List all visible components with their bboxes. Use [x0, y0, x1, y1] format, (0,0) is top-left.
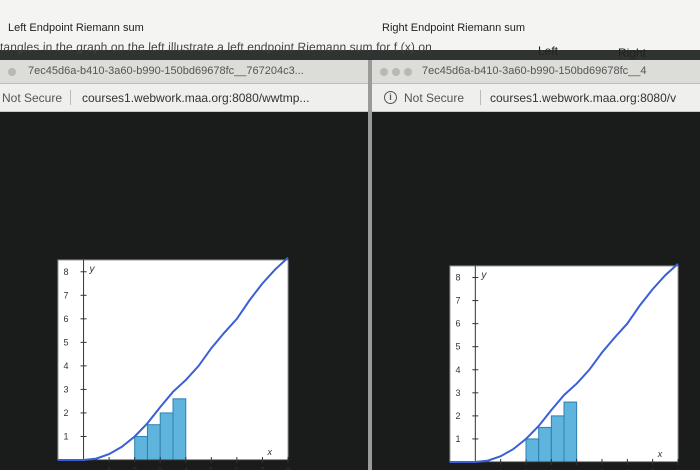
right-tab-title[interactable]: 7ec45d6a-b410-3a60-b990-150bd69678fc__4 — [422, 65, 647, 77]
riemann-rectangle — [159, 412, 174, 461]
riemann-rectangle — [538, 426, 552, 463]
y-tick-label: 2 — [455, 411, 460, 421]
x-tick-label: 7 — [650, 468, 655, 470]
right-sum-title: Right Endpoint Riemann sum — [382, 22, 526, 34]
x-tick-label: 8 — [285, 466, 290, 470]
y-tick-label: 5 — [455, 342, 460, 352]
y-axis-label: y — [89, 264, 96, 275]
address-divider — [480, 90, 481, 105]
right-url[interactable]: courses1.webwork.maa.org:8080/v — [490, 91, 677, 105]
x-axis-label: x — [657, 449, 663, 459]
x-tick-label: 8 — [675, 468, 680, 470]
not-secure-label[interactable]: Not Secure — [2, 91, 63, 105]
left-browser-window: 7ec45d6a-b410-3a60-b990-150bd69678fc__76… — [0, 60, 368, 470]
left-tab-title[interactable]: 7ec45d6a-b410-3a60-b990-150bd69678fc__76… — [28, 65, 304, 77]
y-axis-label: y — [480, 270, 487, 281]
riemann-rectangle — [563, 401, 578, 463]
address-divider — [70, 90, 71, 105]
left-url[interactable]: courses1.webwork.maa.org:8080/wwtmp... — [82, 91, 310, 105]
y-tick-label: 1 — [455, 434, 460, 444]
y-tick-label: 4 — [455, 365, 460, 375]
right-riemann-chart: 1 2 3 4 5 6 7 8 1 2 3 4 5 6 7 8 x y — [449, 262, 681, 470]
left-page-content: 1 2 3 4 5 6 7 8 1 2 3 4 5 6 7 8 x y — [0, 112, 368, 470]
y-tick-label: 2 — [63, 408, 68, 418]
y-tick-label: 6 — [455, 319, 460, 329]
instruction-text: tangles in the graph on the left illustr… — [0, 40, 433, 54]
window-divider — [368, 60, 372, 470]
y-tick-label: 7 — [63, 290, 68, 300]
y-tick-label: 8 — [455, 273, 460, 283]
x-tick-label: 4 — [183, 466, 188, 470]
right-tab-bar: 7ec45d6a-b410-3a60-b990-150bd69678fc__4 — [372, 60, 700, 84]
function-curve — [58, 256, 289, 461]
y-tick-label: 7 — [455, 296, 460, 306]
function-curve — [450, 262, 679, 463]
x-tick-label: 7 — [260, 466, 265, 470]
left-tab-bar: 7ec45d6a-b410-3a60-b990-150bd69678fc__76… — [0, 60, 368, 84]
window-minimize-icon[interactable] — [392, 68, 400, 76]
y-tick-label: 1 — [63, 431, 68, 441]
y-tick-label: 8 — [63, 267, 68, 277]
x-tick-label: 1 — [107, 466, 112, 470]
info-icon[interactable]: i — [384, 91, 397, 104]
left-address-bar[interactable]: Not Secure courses1.webwork.maa.org:8080… — [0, 84, 368, 112]
y-tick-label: 3 — [455, 388, 460, 398]
x-tick-label: 3 — [158, 466, 163, 470]
right-page-content: 1 2 3 4 5 6 7 8 1 2 3 4 5 6 7 8 x y — [372, 112, 700, 470]
x-tick-label: 6 — [234, 466, 239, 470]
riemann-rectangle — [172, 398, 187, 461]
column-left-label: Left — [538, 44, 559, 58]
x-tick-label: 1 — [498, 468, 503, 470]
riemann-rectangle — [525, 438, 540, 463]
x-tick-label: 5 — [599, 468, 604, 470]
riemann-rectangle — [134, 435, 148, 461]
question-header-strip: Left Endpoint Riemann sum Right Endpoint… — [0, 0, 700, 60]
x-tick-label: 5 — [209, 466, 214, 470]
right-browser-window: 7ec45d6a-b410-3a60-b990-150bd69678fc__4 … — [372, 60, 700, 470]
column-right-label: Right — [618, 46, 647, 60]
x-axis-label: x — [267, 447, 273, 457]
y-tick-label: 3 — [63, 384, 68, 394]
riemann-rectangle — [550, 415, 565, 463]
x-tick-label: 2 — [523, 468, 528, 470]
y-tick-label: 5 — [63, 337, 68, 347]
left-sum-title: Left Endpoint Riemann sum — [8, 22, 144, 34]
window-control-icon[interactable] — [8, 68, 16, 76]
x-tick-label: 2 — [132, 466, 137, 470]
x-tick-label: 4 — [574, 468, 579, 470]
x-tick-label: 3 — [549, 468, 554, 470]
window-close-icon[interactable] — [380, 68, 388, 76]
right-address-bar[interactable]: i Not Secure courses1.webwork.maa.org:80… — [372, 84, 700, 112]
x-tick-label: 6 — [625, 468, 630, 470]
y-tick-label: 4 — [63, 361, 68, 371]
window-zoom-icon[interactable] — [404, 68, 412, 76]
not-secure-label[interactable]: Not Secure — [404, 91, 465, 105]
riemann-rectangle — [146, 424, 161, 461]
y-tick-label: 6 — [63, 314, 68, 324]
left-riemann-chart: 1 2 3 4 5 6 7 8 1 2 3 4 5 6 7 8 x y — [57, 256, 291, 470]
